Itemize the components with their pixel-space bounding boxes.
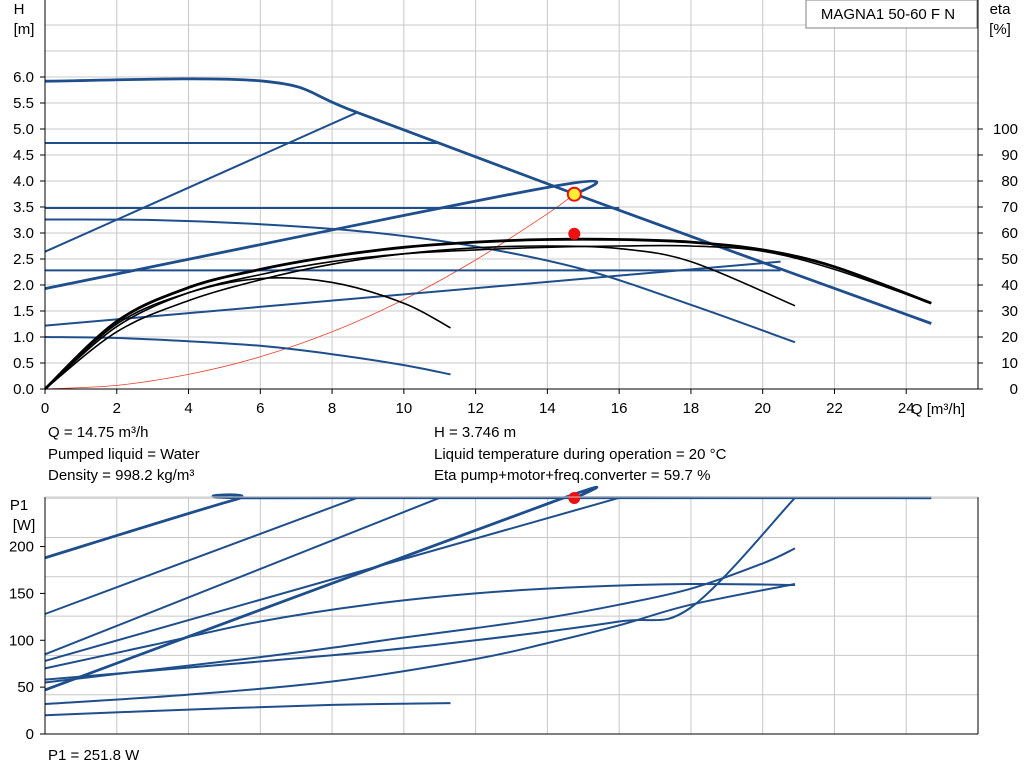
temperature-readout: Liquid temperature during operation = 20… [434, 446, 727, 463]
power-chart-curves [44, 485, 932, 717]
head-tick-label: 2.5 [13, 251, 34, 268]
head-tick-label: 3.0 [13, 225, 34, 242]
flow-readout: Q = 14.75 m³/h [48, 424, 149, 441]
eta-tick-label: 0 [1010, 381, 1018, 398]
density-readout: Density = 998.2 kg/m³ [48, 467, 195, 484]
head-readout: H = 3.746 m [434, 424, 517, 441]
power-chart-grid [44, 497, 979, 735]
head-tick-label: 4.5 [13, 147, 34, 164]
power-tick-label: 200 [9, 539, 34, 556]
power-curve [44, 702, 451, 717]
head-curve [44, 260, 781, 327]
head-curve [44, 218, 796, 344]
efficiency-curve [44, 277, 451, 390]
eta-tick-label: 60 [1001, 225, 1018, 242]
x-tick-label: 12 [467, 400, 484, 417]
x-tick-label: 16 [611, 400, 628, 417]
head-curve [44, 179, 599, 290]
duty-point-efficiency-marker [568, 227, 581, 240]
power-curve [44, 583, 796, 705]
head-tick-label: 1.5 [13, 303, 34, 320]
head-curve [44, 111, 358, 253]
x-tick-label: 4 [184, 400, 192, 417]
power-readout: P1 = 251.8 W [48, 747, 140, 764]
duty-point-head-marker [566, 186, 582, 202]
chart-labels: H [m] eta [%] Q [m³/h] P1 [W] [10, 1, 1011, 534]
x-tick-label: 24 [898, 400, 915, 417]
x-tick-label: 8 [328, 400, 336, 417]
power-tick-label: 100 [9, 632, 34, 649]
eta-tick-label: 20 [1001, 329, 1018, 346]
eta-tick-label: 90 [1001, 147, 1018, 164]
head-axis-label: H [14, 1, 25, 18]
x-tick-label: 20 [754, 400, 771, 417]
power-axis-unit: [W] [13, 517, 36, 534]
eta-tick-label: 80 [1001, 173, 1018, 190]
system-curve [44, 193, 575, 390]
eta-tick-label: 100 [993, 121, 1018, 138]
x-tick-label: 14 [539, 400, 556, 417]
eta-tick-label: 50 [1001, 251, 1018, 268]
head-tick-label: 2.0 [13, 277, 34, 294]
power-curve [44, 497, 796, 681]
head-tick-label: 1.0 [13, 329, 34, 346]
head-tick-label: 5.5 [13, 95, 34, 112]
power-curve [44, 485, 599, 692]
power-tick-label: 0 [26, 726, 34, 743]
power-curve [44, 547, 796, 684]
pumped-liquid-readout: Pumped liquid = Water [48, 446, 200, 463]
head-chart-curves [44, 77, 932, 391]
power-curve [44, 496, 620, 662]
power-curve [44, 496, 441, 656]
eta-axis-unit: [%] [989, 21, 1011, 38]
efficiency-curve [44, 237, 932, 391]
eta-axis-label: eta [990, 1, 1012, 18]
eta-tick-label: 40 [1001, 277, 1018, 294]
head-tick-label: 6.0 [13, 69, 34, 86]
head-curve [44, 77, 932, 325]
x-tick-label: 2 [113, 400, 121, 417]
efficiency-readout: Eta pump+motor+freq.converter = 59.7 % [434, 467, 711, 484]
head-tick-label: 0.0 [13, 381, 34, 398]
head-axis-unit: [m] [14, 21, 35, 38]
power-tick-label: 50 [17, 679, 34, 696]
head-tick-label: 0.5 [13, 355, 34, 372]
eta-tick-label: 30 [1001, 303, 1018, 320]
x-tick-label: 0 [41, 400, 49, 417]
x-tick-label: 18 [683, 400, 700, 417]
pump-model-box: MAGNA1 50-60 F N [805, 0, 978, 29]
head-tick-label: 3.5 [13, 199, 34, 216]
power-curve [44, 496, 358, 615]
power-axis-label: P1 [10, 497, 28, 514]
x-tick-label: 6 [256, 400, 264, 417]
flow-axis-label: Q [m³/h] [911, 401, 965, 418]
power-curve [44, 582, 796, 670]
head-tick-label: 4.0 [13, 173, 34, 190]
x-tick-label: 22 [826, 400, 843, 417]
power-tick-label: 150 [9, 585, 34, 602]
head-curve [44, 336, 451, 376]
efficiency-curve [44, 244, 932, 390]
duty-point-power-marker [568, 492, 581, 504]
pump-model-title: MAGNA1 50-60 F N [821, 6, 955, 23]
eta-tick-label: 70 [1001, 199, 1018, 216]
eta-tick-label: 10 [1001, 355, 1018, 372]
chart-axes: 0 2 4 6 8 10 12 14 16 18 20 22 240.00.51.01.52.02.53… [9, 0, 1018, 743]
head-tick-label: 5.0 [13, 121, 34, 138]
x-tick-label: 10 [396, 400, 413, 417]
